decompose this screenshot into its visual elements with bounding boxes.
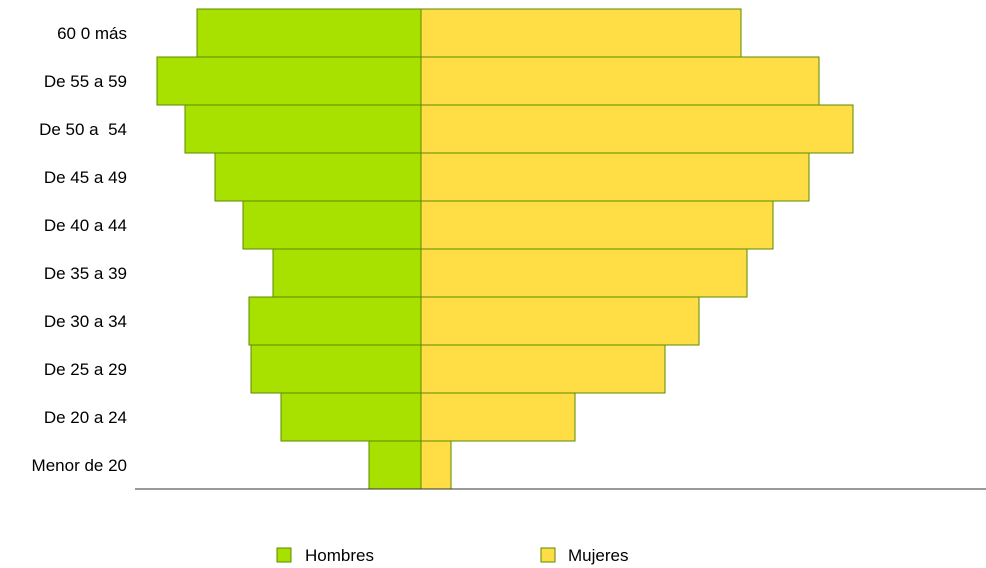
category-label-de-45-a-49: De 45 a 49: [44, 168, 127, 187]
bar-mujeres-menor-de-20: [420, 440, 452, 490]
bar-mujeres-60-0-m-s: [420, 8, 742, 58]
bar-mujeres-de-20-a-24: [420, 392, 576, 442]
bar-hombres-de-35-a-39: [272, 248, 422, 298]
category-label-de-55-a-59: De 55 a 59: [44, 72, 127, 91]
category-label-menor-de-20: Menor de 20: [32, 456, 127, 475]
category-label-de-30-a-34: De 30 a 34: [44, 312, 127, 331]
category-label-de-20-a-24: De 20 a 24: [44, 408, 127, 427]
legend: Hombres Mujeres: [276, 546, 628, 565]
bar-mujeres-de-35-a-39: [420, 248, 748, 298]
bar-hombres-menor-de-20: [368, 440, 422, 490]
category-label-de-40-a-44: De 40 a 44: [44, 216, 127, 235]
bar-hombres-de-45-a-49: [214, 152, 422, 202]
bar-mujeres-de-30-a-34: [420, 296, 700, 346]
bar-hombres-60-0-m-s: [196, 8, 422, 58]
category-label-de-35-a-39: De 35 a 39: [44, 264, 127, 283]
bar-mujeres-de-55-a-59: [420, 56, 820, 106]
legend-swatch-mujeres: [540, 547, 556, 563]
category-label-60-0-m-s: 60 0 más: [57, 24, 127, 43]
bar-hombres-de-50-a-54: [184, 104, 422, 154]
category-label-de-25-a-29: De 25 a 29: [44, 360, 127, 379]
bar-hombres-de-55-a-59: [156, 56, 422, 106]
bar-mujeres-de-45-a-49: [420, 152, 810, 202]
bar-hombres-de-30-a-34: [248, 296, 422, 346]
bar-mujeres-de-40-a-44: [420, 200, 774, 250]
bar-hombres-de-25-a-29: [250, 344, 422, 394]
legend-label-hombres: Hombres: [305, 546, 374, 565]
bar-hombres-de-40-a-44: [242, 200, 422, 250]
bars-group: [156, 8, 854, 490]
bar-mujeres-de-25-a-29: [420, 344, 666, 394]
legend-label-mujeres: Mujeres: [568, 546, 628, 565]
category-label-de-50-a-54: De 50 a 54: [39, 120, 127, 139]
bar-hombres-de-20-a-24: [280, 392, 422, 442]
bar-mujeres-de-50-a-54: [420, 104, 854, 154]
legend-swatch-hombres: [276, 547, 292, 563]
category-labels: Menor de 20 De 20 a 24 De 25 a 29 De 30 a 3…: [32, 24, 127, 475]
